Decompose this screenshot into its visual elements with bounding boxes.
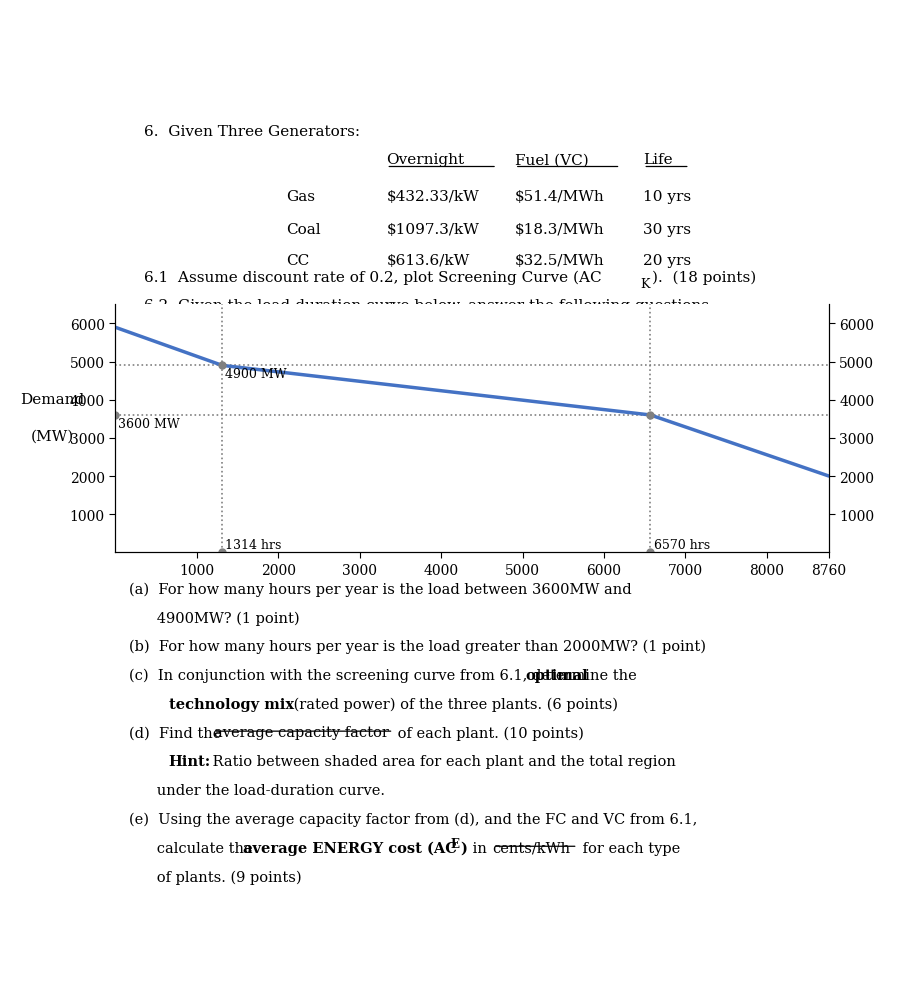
Text: E: E xyxy=(450,838,460,851)
Text: 1314 hrs: 1314 hrs xyxy=(226,539,282,552)
Text: 4900 MW: 4900 MW xyxy=(226,368,287,381)
Text: CC: CC xyxy=(286,255,309,269)
Text: in: in xyxy=(468,841,491,855)
Text: $51.4/MWh: $51.4/MWh xyxy=(515,189,604,203)
Text: Overnight: Overnight xyxy=(387,153,464,167)
Text: Ratio between shaded area for each plant and the total region: Ratio between shaded area for each plant… xyxy=(208,755,676,769)
Text: ): ) xyxy=(460,841,468,855)
Text: Gas: Gas xyxy=(286,189,315,203)
Text: Fuel (VC): Fuel (VC) xyxy=(515,153,589,167)
Text: Life: Life xyxy=(643,153,673,167)
Text: Demand: Demand xyxy=(20,392,85,406)
Text: technology mix: technology mix xyxy=(169,697,294,710)
Text: $432.33/kW: $432.33/kW xyxy=(387,189,479,203)
Text: (rated power) of the three plants. (6 points): (rated power) of the three plants. (6 po… xyxy=(288,697,618,711)
Text: 6.  Given Three Generators:: 6. Given Three Generators: xyxy=(144,125,360,139)
Text: ).  (18 points): ). (18 points) xyxy=(652,271,756,285)
Text: 6.1  Assume discount rate of 0.2, plot Screening Curve (AC: 6.1 Assume discount rate of 0.2, plot Sc… xyxy=(144,271,601,285)
Text: $1097.3/kW: $1097.3/kW xyxy=(387,222,479,236)
Text: (e)  Using the average capacity factor from (d), and the FC and VC from 6.1,: (e) Using the average capacity factor fr… xyxy=(129,812,698,827)
Text: (MW): (MW) xyxy=(30,429,74,443)
Text: of plants. (9 points): of plants. (9 points) xyxy=(129,870,302,884)
Text: K: K xyxy=(640,278,650,291)
Text: average capacity factor: average capacity factor xyxy=(214,725,389,739)
Text: 6.2  Given the load-duration curve below, answer the following questions.: 6.2 Given the load-duration curve below,… xyxy=(144,299,714,313)
Text: $613.6/kW: $613.6/kW xyxy=(387,255,470,269)
Text: 4900MW? (1 point): 4900MW? (1 point) xyxy=(129,610,300,625)
Text: $32.5/MWh: $32.5/MWh xyxy=(515,255,604,269)
Text: 30 yrs: 30 yrs xyxy=(643,222,692,236)
Text: calculate the: calculate the xyxy=(129,841,258,855)
Text: average ENERGY cost (AC: average ENERGY cost (AC xyxy=(243,841,457,855)
Text: optimal: optimal xyxy=(526,668,589,682)
Text: $18.3/MWh: $18.3/MWh xyxy=(515,222,604,236)
Text: (a)  For how many hours per year is the load between 3600MW and: (a) For how many hours per year is the l… xyxy=(129,582,632,596)
Text: (d)  Find the: (d) Find the xyxy=(129,725,227,739)
Text: 20 yrs: 20 yrs xyxy=(643,255,692,269)
Text: of each plant. (10 points): of each plant. (10 points) xyxy=(393,725,584,740)
Text: 6570 hrs: 6570 hrs xyxy=(654,539,710,552)
Text: Hint:: Hint: xyxy=(169,755,211,769)
Text: 10 yrs: 10 yrs xyxy=(643,189,692,203)
Text: (c)  In conjunction with the screening curve from 6.1, determine the: (c) In conjunction with the screening cu… xyxy=(129,668,642,682)
Text: Coal: Coal xyxy=(286,222,321,236)
Text: under the load-duration curve.: under the load-duration curve. xyxy=(129,784,385,798)
Text: cents/kWh: cents/kWh xyxy=(493,841,571,855)
Text: for each type: for each type xyxy=(578,841,681,855)
Text: 3600 MW: 3600 MW xyxy=(119,417,181,430)
Text: (b)  For how many hours per year is the load greater than 2000MW? (1 point): (b) For how many hours per year is the l… xyxy=(129,639,706,654)
